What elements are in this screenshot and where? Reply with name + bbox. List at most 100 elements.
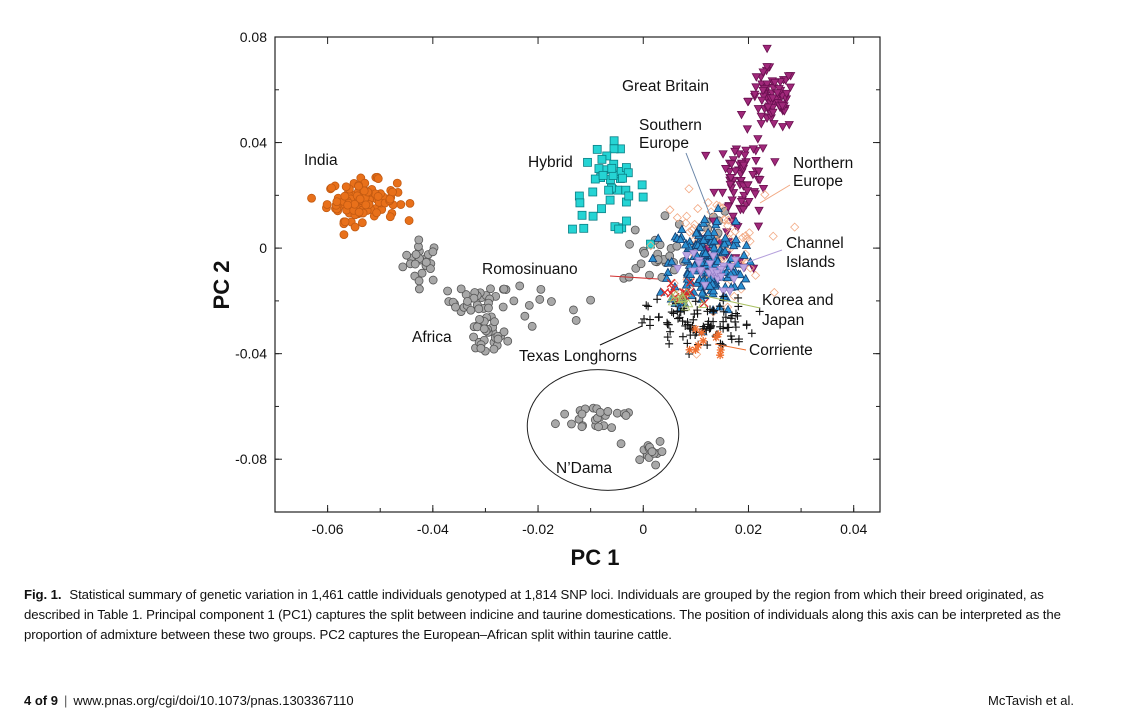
data-point <box>637 180 647 190</box>
data-point <box>745 236 755 246</box>
data-point <box>709 317 718 326</box>
data-point <box>726 263 736 272</box>
data-point <box>691 345 700 354</box>
data-point <box>703 197 713 208</box>
data-point <box>727 196 737 205</box>
data-point <box>663 333 672 342</box>
pca-scatter-plot: -0.06 -0.04 -0.02 0 0.02 0.04 0.08 0.04 0 -0.04 -0… <box>209 29 881 570</box>
data-point <box>327 183 336 193</box>
korea-japan-leader <box>704 295 761 309</box>
series-korea-and-japan <box>667 287 708 311</box>
data-point <box>783 72 794 81</box>
data-point <box>638 192 648 202</box>
data-point <box>716 345 725 354</box>
data-point <box>689 315 698 324</box>
data-point <box>681 301 691 311</box>
data-point <box>404 216 414 225</box>
data-point <box>307 193 316 203</box>
data-point <box>667 292 678 302</box>
data-point <box>753 135 763 144</box>
data-point <box>666 278 676 288</box>
data-point <box>715 302 724 311</box>
data-point <box>738 205 748 215</box>
data-point <box>701 151 711 161</box>
data-point <box>757 96 767 106</box>
data-point <box>536 284 546 294</box>
data-point <box>755 176 765 185</box>
data-point <box>767 94 778 103</box>
data-point <box>603 407 613 416</box>
data-point <box>734 293 743 302</box>
data-point <box>751 83 761 92</box>
data-point <box>709 227 719 236</box>
ndama-ellipse <box>526 369 680 491</box>
data-point <box>577 409 587 419</box>
data-point <box>723 323 732 332</box>
data-point <box>675 234 686 244</box>
data-point <box>730 226 740 237</box>
data-point <box>673 264 683 274</box>
data-point <box>744 197 754 207</box>
data-point <box>577 422 587 432</box>
data-point <box>414 276 424 286</box>
x-tick-label: 0.02 <box>735 521 762 537</box>
data-point <box>653 295 662 304</box>
data-point <box>343 200 353 210</box>
page-number: 4 of 9 <box>24 693 58 708</box>
data-point <box>772 89 783 98</box>
data-point <box>724 168 735 177</box>
data-point <box>758 144 768 153</box>
y-axis-title: PC 2 <box>209 261 234 310</box>
caption-text: Statistical summary of genetic variation… <box>24 587 1061 642</box>
data-point <box>402 250 412 260</box>
data-point <box>754 206 764 216</box>
series-n-dama <box>551 403 667 470</box>
data-point <box>421 257 431 267</box>
data-point <box>499 327 509 337</box>
data-point <box>456 284 466 294</box>
data-point <box>731 234 741 244</box>
data-point <box>744 228 754 238</box>
doi-link[interactable]: www.pnas.org/cgi/doi/10.1073/pnas.130336… <box>73 693 354 708</box>
data-point <box>340 217 350 227</box>
data-point <box>741 231 751 241</box>
data-point <box>708 252 718 261</box>
x-axis-title: PC 1 <box>571 545 620 570</box>
data-point <box>756 120 766 129</box>
data-point <box>691 297 700 306</box>
data-point <box>385 212 395 222</box>
data-point <box>635 455 645 465</box>
data-point <box>686 331 695 340</box>
data-point <box>750 90 760 100</box>
data-point <box>712 333 721 342</box>
data-point <box>750 190 760 199</box>
data-point <box>758 184 769 194</box>
data-point <box>688 249 699 259</box>
data-point <box>678 332 687 341</box>
data-point <box>697 288 707 297</box>
data-point <box>726 332 735 341</box>
data-point <box>731 323 740 332</box>
channel-islands-leader <box>747 249 783 263</box>
data-point <box>769 287 779 298</box>
data-point <box>509 296 519 306</box>
data-point <box>691 324 700 333</box>
data-point <box>718 203 728 213</box>
data-point <box>690 219 700 229</box>
data-point <box>489 344 499 354</box>
y-tick-label: 0.08 <box>240 29 267 45</box>
data-point <box>726 160 737 169</box>
data-point <box>683 339 692 348</box>
data-point <box>651 460 661 470</box>
data-point <box>729 275 739 284</box>
data-point <box>622 216 631 226</box>
label-ndama: N’Dama <box>556 460 612 477</box>
x-tick-label: 0 <box>639 521 647 537</box>
data-point <box>469 332 478 342</box>
data-point <box>742 187 753 196</box>
data-point <box>719 239 730 248</box>
series-channel-islands <box>673 249 749 297</box>
data-point <box>684 227 694 237</box>
data-point <box>762 44 772 54</box>
data-point <box>700 214 710 224</box>
